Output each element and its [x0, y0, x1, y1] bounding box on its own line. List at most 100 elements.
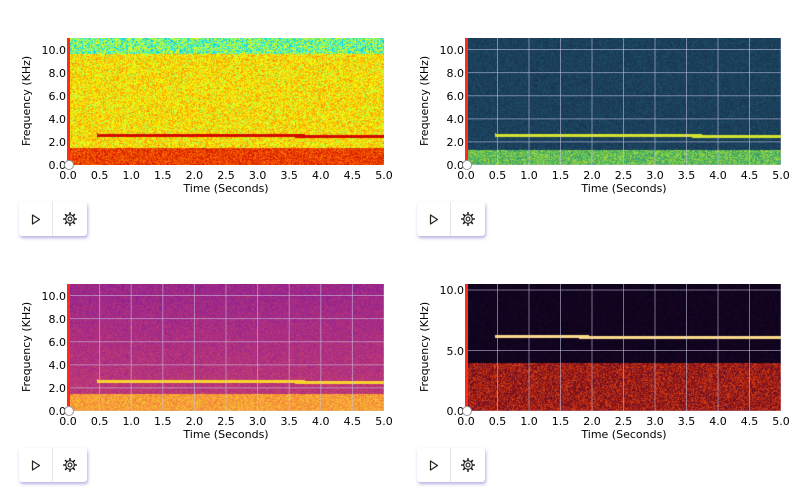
settings-button[interactable]: [451, 448, 485, 482]
play-icon: [31, 213, 40, 225]
playhead-handle[interactable]: [64, 406, 74, 416]
x-tick-label: 3.5: [677, 169, 696, 182]
x-tick-label: 0.0: [457, 169, 475, 182]
x-tick-label: 4.0: [709, 415, 727, 428]
x-tick-label: 1.5: [154, 169, 172, 182]
gear-icon: [63, 212, 77, 226]
playhead-handle[interactable]: [462, 406, 472, 416]
playback-controls: [19, 202, 87, 236]
x-tick-label: 5.0: [375, 169, 393, 182]
play-button[interactable]: [19, 448, 53, 482]
spectrogram-canvas[interactable]: [68, 284, 384, 411]
y-tick-label: 2.0: [446, 135, 465, 149]
playhead-handle[interactable]: [64, 160, 74, 170]
x-tick-label: 2.5: [217, 415, 235, 428]
x-axis-label: Time (Seconds): [581, 428, 667, 441]
x-tick-label: 2.5: [217, 169, 235, 182]
x-tick-label: 1.0: [520, 415, 538, 428]
x-tick-label: 3.5: [677, 415, 696, 428]
gear-icon: [63, 458, 77, 472]
y-tick-label: 10.0: [41, 43, 67, 57]
spectrogram-canvas[interactable]: [466, 38, 781, 165]
playback-controls: [19, 448, 87, 482]
spectrogram-panel-1: Frequency (KHz) 0.0 2.0 4.0 6.0 8.0 10.0 0.0 0…: [0, 0, 397, 247]
x-tick-label: 0.5: [90, 415, 109, 428]
y-tick-label: 4.0: [446, 112, 465, 126]
spectrogram-panel-4: Frequency (KHz) 0.0 5.0 10.0 0.0 0.5 1.0 1.5 2…: [398, 246, 795, 493]
settings-button[interactable]: [53, 202, 87, 236]
y-tick-label: 2.0: [48, 381, 67, 395]
x-tick-label: 4.0: [312, 169, 330, 182]
x-axis-label: Time (Seconds): [581, 182, 667, 195]
x-tick-label: 0.0: [457, 415, 475, 428]
x-tick-label: 1.0: [520, 169, 538, 182]
play-icon: [31, 459, 40, 471]
spectrogram-canvas[interactable]: [466, 284, 781, 411]
y-tick-label: 10.0: [439, 284, 465, 298]
y-tick-label: 5.0: [446, 344, 465, 358]
playhead-line[interactable]: [465, 38, 468, 165]
y-tick-label: 0.0: [446, 405, 465, 418]
y-tick-label: 4.0: [48, 112, 67, 126]
y-tick-label: 6.0: [48, 335, 67, 349]
play-icon: [429, 459, 438, 471]
x-tick-label: 0.5: [488, 415, 507, 428]
grid-lines: [68, 284, 384, 411]
x-tick-label: 1.5: [551, 169, 570, 182]
x-tick-label: 4.5: [343, 169, 362, 182]
y-tick-label: 4.0: [48, 358, 67, 372]
x-tick-label: 3.0: [646, 169, 664, 182]
x-tick-label: 4.5: [740, 415, 759, 428]
settings-button[interactable]: [53, 448, 87, 482]
y-tick-label: 6.0: [446, 89, 465, 103]
x-tick-label: 1.0: [122, 169, 140, 182]
x-tick-label: 3.0: [248, 169, 267, 182]
x-tick-label: 4.0: [709, 169, 727, 182]
spectrogram-panel-2: Frequency (KHz) 0.0 2.0 4.0 6.0 8.0 10.0 0.0 0…: [398, 0, 795, 247]
x-tick-label: 3.5: [280, 169, 298, 182]
play-button[interactable]: [417, 448, 451, 482]
playback-controls: [417, 448, 485, 482]
play-icon: [429, 213, 438, 225]
settings-button[interactable]: [451, 202, 485, 236]
gear-icon: [461, 212, 475, 226]
playhead-line[interactable]: [67, 38, 70, 165]
playhead-line[interactable]: [67, 284, 70, 411]
x-tick-label: 2.0: [583, 169, 601, 182]
x-tick-label: 0.0: [59, 169, 77, 182]
spectrogram-panel-3: Frequency (KHz) 0.0 2.0 4.0 6.0 8.0 10.0 0.0 0…: [0, 246, 397, 493]
y-tick-label: 10.0: [41, 289, 67, 303]
playhead-line[interactable]: [465, 284, 468, 411]
x-tick-label: 2.0: [583, 415, 601, 428]
x-tick-label: 2.0: [185, 169, 204, 182]
y-tick-label: 0.0: [48, 159, 67, 172]
y-tick-label: 2.0: [48, 135, 67, 149]
spectrogram-canvas[interactable]: [68, 38, 384, 165]
y-tick-label: 8.0: [48, 66, 67, 80]
x-axis-label: Time (Seconds): [183, 182, 269, 195]
x-tick-label: 0.0: [59, 415, 77, 428]
gear-icon: [461, 458, 475, 472]
y-tick-label: 8.0: [48, 312, 67, 326]
x-tick-label: 2.5: [614, 169, 633, 182]
x-tick-label: 1.5: [154, 415, 172, 428]
x-tick-label: 4.0: [312, 415, 330, 428]
spectrogram-image: [68, 38, 384, 165]
y-tick-label: 0.0: [48, 405, 67, 418]
x-tick-label: 3.5: [280, 415, 298, 428]
x-tick-label: 5.0: [375, 415, 393, 428]
x-tick-label: 4.5: [343, 415, 362, 428]
x-axis-label: Time (Seconds): [183, 428, 269, 441]
grid-lines: [466, 38, 781, 165]
play-button[interactable]: [417, 202, 451, 236]
x-tick-label: 3.0: [248, 415, 267, 428]
play-button[interactable]: [19, 202, 53, 236]
y-tick-label: 0.0: [446, 159, 465, 172]
playback-controls: [417, 202, 485, 236]
x-tick-label: 3.0: [646, 415, 664, 428]
x-tick-label: 5.0: [772, 415, 790, 428]
x-tick-label: 1.0: [122, 415, 140, 428]
x-tick-label: 5.0: [772, 169, 790, 182]
x-tick-label: 0.5: [90, 169, 109, 182]
playhead-handle[interactable]: [462, 160, 472, 170]
